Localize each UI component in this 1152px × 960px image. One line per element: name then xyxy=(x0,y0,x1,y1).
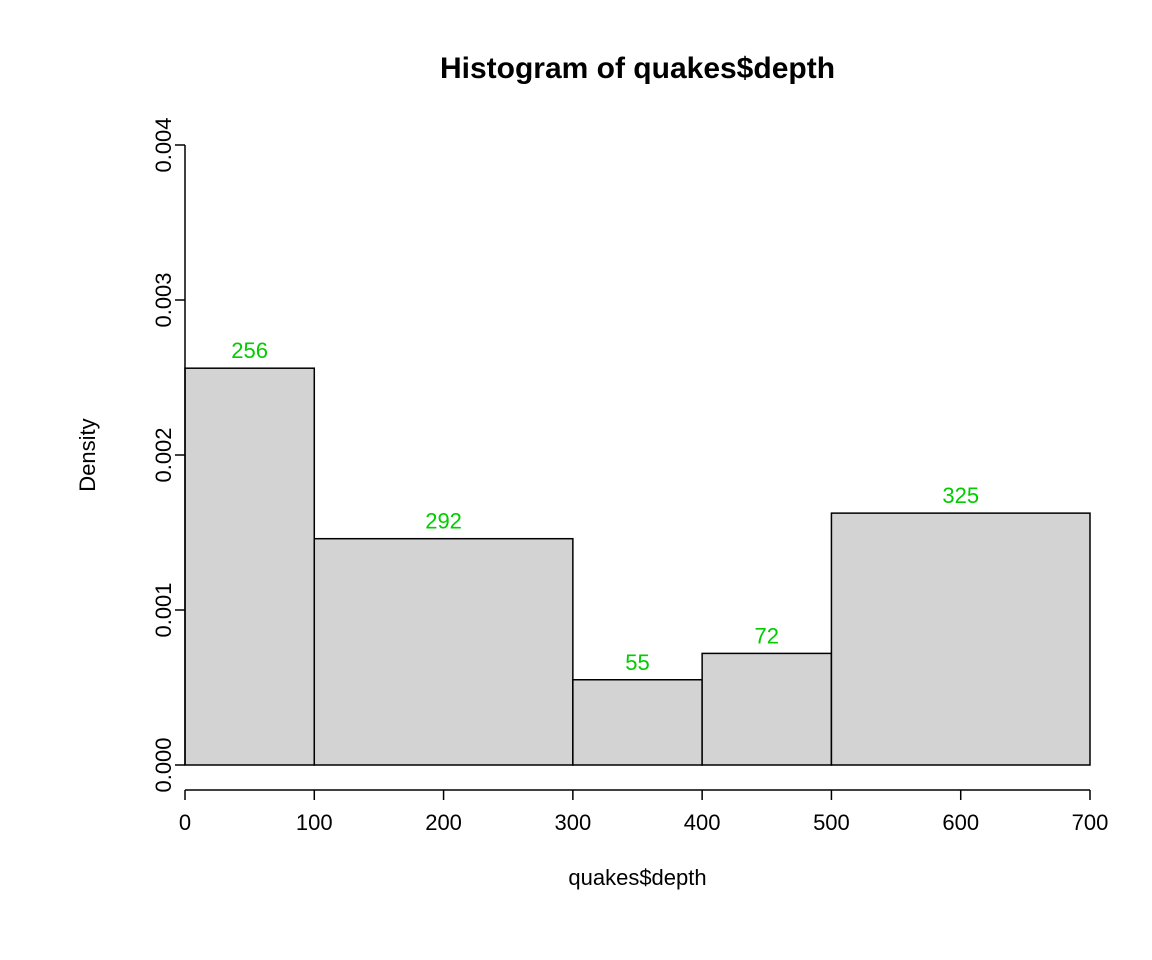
histogram-bar xyxy=(314,539,573,765)
x-tick-label: 500 xyxy=(813,810,850,835)
y-tick-label: 0.002 xyxy=(151,427,176,482)
y-axis-label: Density xyxy=(75,418,100,491)
bar-count-label: 55 xyxy=(625,650,649,675)
histogram-bar xyxy=(831,513,1090,765)
y-tick-label: 0.003 xyxy=(151,272,176,327)
y-tick-label: 0.001 xyxy=(151,582,176,637)
y-tick-label: 0.004 xyxy=(151,117,176,172)
chart-title: Histogram of quakes$depth xyxy=(440,52,835,85)
x-tick-label: 0 xyxy=(179,810,191,835)
chart-svg: Histogram of quakes$depth 256 292 55 72 325 0.… xyxy=(0,0,1152,960)
bar-count-label: 256 xyxy=(231,338,268,363)
x-tick-label: 600 xyxy=(942,810,979,835)
x-tick-label: 300 xyxy=(554,810,591,835)
histogram-bar xyxy=(702,653,831,765)
x-tick-label: 700 xyxy=(1072,810,1109,835)
histogram-chart: Histogram of quakes$depth 256 292 55 72 325 0.… xyxy=(0,0,1152,960)
bar-count-label: 292 xyxy=(425,509,462,534)
x-tick-label: 100 xyxy=(296,810,333,835)
x-tick-label: 200 xyxy=(425,810,462,835)
y-tick-label: 0.000 xyxy=(151,737,176,792)
bar-count-label: 72 xyxy=(755,623,779,648)
histogram-bar xyxy=(573,680,702,765)
bar-count-label: 325 xyxy=(942,483,979,508)
histogram-bar xyxy=(185,368,314,765)
x-axis-label: quakes$depth xyxy=(568,865,706,890)
x-tick-label: 400 xyxy=(684,810,721,835)
